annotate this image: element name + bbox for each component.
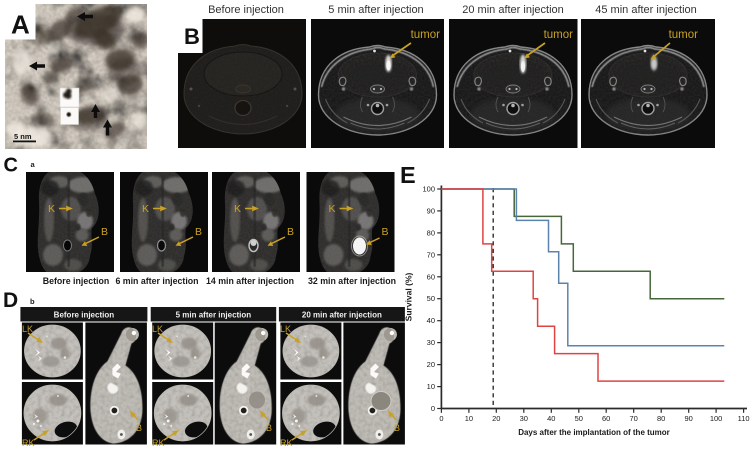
svg-text:30: 30	[520, 414, 528, 423]
svg-text:0: 0	[431, 404, 435, 413]
svg-text:Survival (%): Survival (%)	[404, 273, 414, 322]
svg-text:100: 100	[422, 185, 435, 194]
svg-text:100: 100	[710, 414, 723, 423]
svg-text:Before injection: Before injection	[208, 4, 284, 16]
svg-text:RK: RK	[280, 438, 293, 448]
svg-text:B: B	[394, 423, 400, 433]
svg-text:6 min after injection: 6 min after injection	[115, 276, 198, 286]
svg-text:80: 80	[657, 414, 665, 423]
svg-text:60: 60	[602, 414, 610, 423]
svg-text:50: 50	[575, 414, 583, 423]
svg-text:LK: LK	[22, 324, 33, 334]
svg-text:70: 70	[630, 414, 638, 423]
svg-text:tumor: tumor	[411, 29, 441, 41]
svg-text:B: B	[382, 226, 389, 238]
svg-text:5 min after injection: 5 min after injection	[176, 311, 252, 320]
svg-text:40: 40	[427, 316, 435, 325]
svg-text:B: B	[136, 423, 142, 433]
svg-text:RK: RK	[22, 438, 35, 448]
svg-text:B: B	[184, 24, 200, 49]
svg-text:K: K	[48, 203, 55, 215]
svg-text:40: 40	[547, 414, 555, 423]
svg-text:60: 60	[427, 272, 435, 281]
svg-text:C: C	[4, 155, 18, 177]
svg-text:70: 70	[427, 250, 435, 259]
svg-text:A: A	[11, 10, 30, 40]
svg-text:D: D	[3, 289, 18, 312]
svg-text:110: 110	[738, 414, 750, 423]
svg-text:20 min after injection: 20 min after injection	[302, 311, 382, 320]
svg-text:90: 90	[685, 414, 693, 423]
svg-text:tumor: tumor	[544, 29, 574, 41]
svg-text:a: a	[31, 160, 36, 169]
svg-text:b: b	[30, 297, 35, 306]
svg-text:LK: LK	[152, 324, 163, 334]
svg-text:K: K	[329, 203, 336, 215]
svg-text:20: 20	[492, 414, 500, 423]
svg-text:10: 10	[465, 414, 473, 423]
svg-text:14 min after injection: 14 min after injection	[206, 276, 294, 286]
svg-text:45 min after injection: 45 min after injection	[595, 4, 697, 16]
svg-text:tumor: tumor	[669, 29, 699, 41]
svg-text:Before injection: Before injection	[54, 311, 115, 320]
svg-text:E: E	[400, 162, 416, 188]
svg-text:20 min after injection: 20 min after injection	[462, 4, 564, 16]
svg-text:LK: LK	[280, 324, 291, 334]
svg-text:32 min after injection: 32 min after injection	[308, 276, 396, 286]
svg-text:B: B	[101, 226, 108, 238]
svg-text:5 nm: 5 nm	[14, 132, 32, 141]
svg-text:Days after the implantation of: Days after the implantation of the tumor	[518, 428, 670, 437]
svg-text:80: 80	[427, 228, 435, 237]
svg-text:B: B	[195, 226, 202, 238]
svg-text:20: 20	[427, 360, 435, 369]
svg-text:B: B	[266, 423, 272, 433]
svg-text:90: 90	[427, 206, 435, 215]
svg-text:K: K	[142, 203, 149, 215]
svg-text:30: 30	[427, 338, 435, 347]
svg-text:50: 50	[427, 294, 435, 303]
svg-text:10: 10	[427, 382, 435, 391]
svg-text:B: B	[287, 226, 294, 238]
svg-text:Before injection: Before injection	[43, 276, 109, 286]
svg-text:RK: RK	[152, 438, 165, 448]
svg-text:K: K	[234, 203, 241, 215]
svg-text:0: 0	[439, 414, 443, 423]
svg-text:5 min after injection: 5 min after injection	[328, 4, 423, 16]
